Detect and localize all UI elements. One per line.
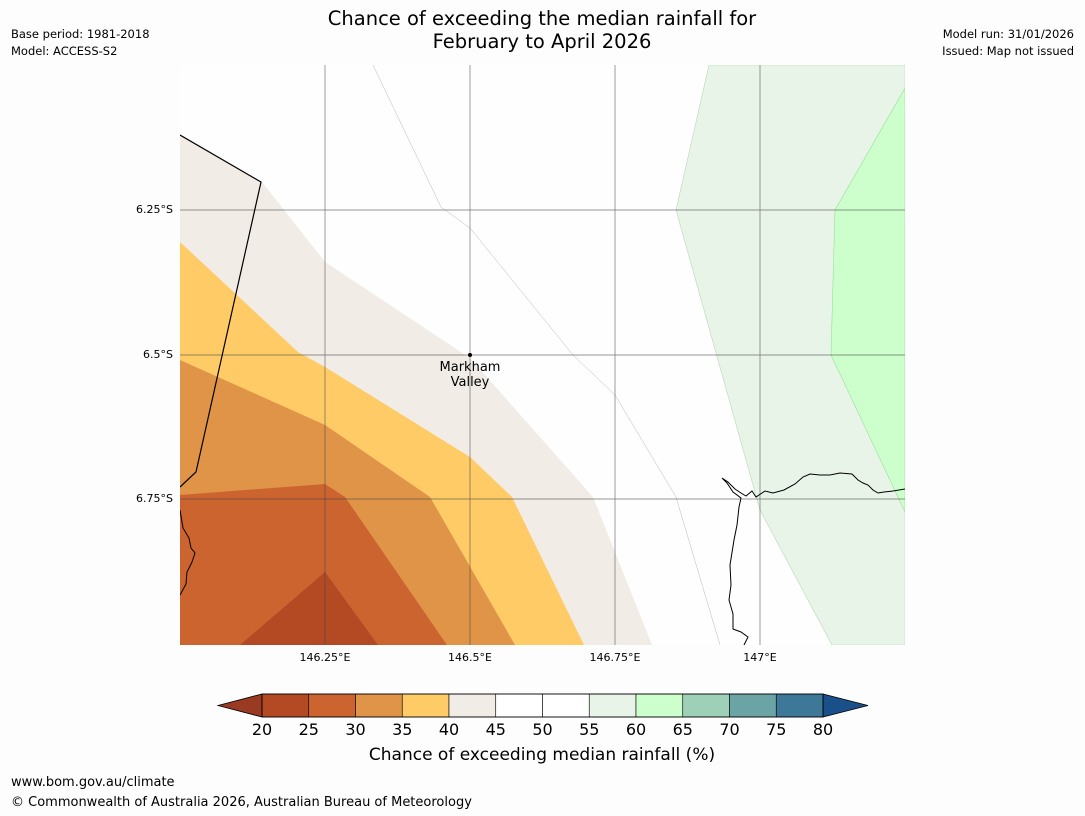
colorbar-tick-50: 50	[532, 720, 553, 739]
place-label-line-2: Valley	[450, 375, 490, 390]
lon-label-147: 147°E	[743, 651, 777, 664]
model-name: Model: ACCESS-S2	[11, 44, 118, 58]
map-title: Chance of exceeding the median rainfall …	[242, 7, 842, 53]
colorbar-swatch-55-60	[588, 693, 637, 718]
colorbar-swatch-30-35	[355, 693, 403, 718]
model-run: Model run: 31/01/2026	[942, 27, 1074, 41]
metadata-left: Base period: 1981-2018 Model: ACCESS-S2	[11, 26, 150, 60]
place-label-line-1: Markham	[439, 360, 501, 375]
colorbar-swatch-75-80	[775, 693, 824, 718]
colorbar-swatch-35-40	[401, 693, 450, 718]
colorbar-title: Chance of exceeding median rainfall (%)	[368, 745, 716, 765]
colorbar-tick-20: 20	[251, 720, 273, 739]
colorbar-tick-65: 65	[672, 720, 693, 739]
colorbar-frame	[261, 693, 824, 718]
colorbar-tick-45: 45	[485, 720, 506, 739]
base-period: Base period: 1981-2018	[11, 27, 150, 41]
colorbar-tick-80: 80	[812, 720, 834, 739]
colorbar-tick-25: 25	[298, 720, 319, 739]
map-panel[interactable]	[180, 65, 905, 645]
colorbar-swatch-40-45	[448, 693, 497, 718]
region-20-25	[240, 572, 378, 645]
colorbar-under-arrow	[216, 693, 263, 718]
district-boundary	[180, 134, 262, 488]
footer-url[interactable]: www.bom.gov.au/climate	[11, 775, 175, 790]
colorbar-tick-55: 55	[579, 720, 600, 739]
colorbar-tick-70: 70	[719, 720, 740, 739]
markham-valley-marker[interactable]	[468, 353, 472, 357]
colorbar-over-arrow	[822, 693, 869, 718]
issued-status: Issued: Map not issued	[942, 44, 1074, 58]
lon-label-146-5: 146.5°E	[448, 651, 492, 664]
title-line-2: February to April 2026	[432, 30, 652, 53]
colorbar-swatch-20-25	[261, 693, 310, 718]
colorbar-swatch-70-75	[729, 693, 777, 718]
lon-label-146-25: 146.25°E	[299, 651, 351, 664]
colorbar-swatch-60-65	[635, 693, 684, 718]
colorbar	[216, 693, 869, 718]
coastline-huon-gulf	[721, 472, 905, 645]
lat-label-6-25: 6.25°S	[136, 203, 173, 216]
region-25-30	[180, 484, 447, 645]
colorbar-swatch-50-55	[542, 693, 590, 718]
title-line-1: Chance of exceeding the median rainfall …	[327, 7, 757, 30]
colorbar-tick-30: 30	[345, 720, 366, 739]
colorbar-swatch-65-70	[682, 693, 730, 718]
lat-label-6-5: 6.5°S	[143, 348, 173, 361]
coastline-west	[180, 509, 196, 596]
colorbar-swatch-25-30	[308, 693, 356, 718]
place-label-markham-valley: Markham Valley	[420, 360, 520, 390]
colorbar-tick-40: 40	[438, 720, 460, 739]
lat-label-6-75: 6.75°S	[136, 492, 173, 505]
colorbar-tick-60: 60	[625, 720, 647, 739]
footer-copyright: © Commonwealth of Australia 2026, Austra…	[11, 795, 472, 810]
colorbar-tick-35: 35	[392, 720, 413, 739]
colorbar-tick-75: 75	[766, 720, 787, 739]
colorbar-swatch-45-50	[495, 693, 543, 718]
lon-label-146-75: 146.75°E	[589, 651, 641, 664]
metadata-right: Model run: 31/01/2026 Issued: Map not is…	[942, 26, 1074, 60]
